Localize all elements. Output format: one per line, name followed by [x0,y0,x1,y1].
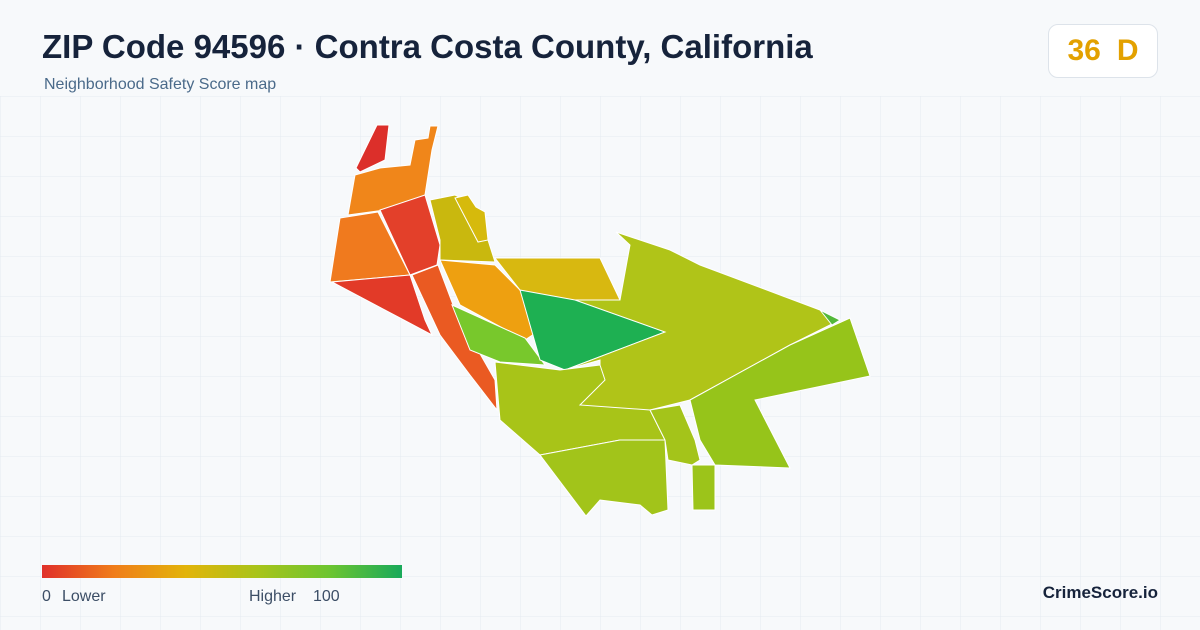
region [330,274,434,337]
brand: CrimeScore.io [1042,583,1158,602]
neighborhoods [329,124,871,517]
region [691,464,716,511]
legend-max-label: Higher [249,588,297,605]
subtitle: Neighborhood Safety Score map [44,76,277,93]
region [355,124,390,173]
legend-gradient [42,565,402,578]
region [451,304,547,366]
score-value: 36 [1067,34,1101,67]
region [411,264,498,412]
legend-min-label: Lower [62,588,106,605]
region [454,194,489,243]
score-grade: D [1116,34,1139,67]
region [819,309,842,326]
legend-min: 0 [42,588,51,605]
region [429,194,496,263]
legend-max: 100 [313,588,340,605]
score-badge: 36 D [1048,24,1158,78]
region [539,439,669,517]
title: ZIP Code 94596 · Contra Costa County, Ca… [42,28,813,65]
region [649,404,701,466]
region [689,317,871,469]
